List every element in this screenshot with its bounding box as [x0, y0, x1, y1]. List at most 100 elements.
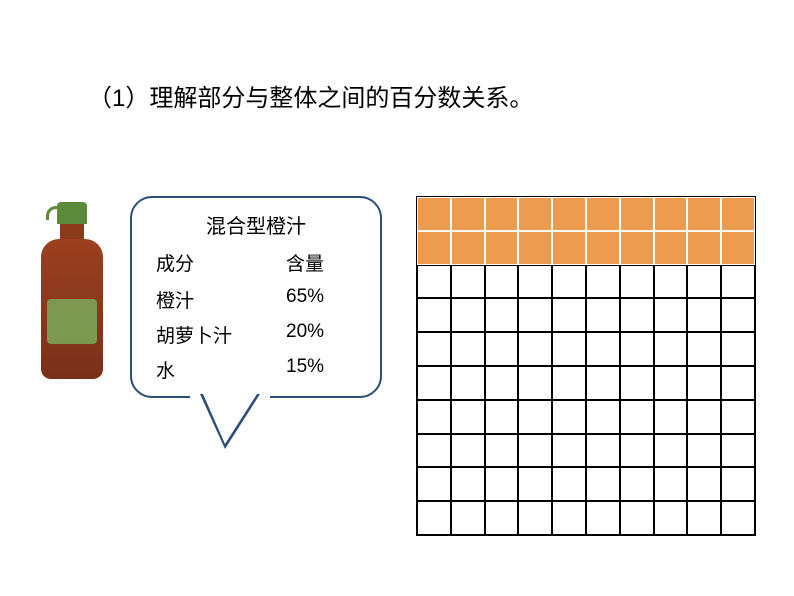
- grid-cell: [417, 501, 451, 535]
- grid-cell: [586, 400, 620, 434]
- grid-cell: [485, 298, 519, 332]
- grid-cell: [552, 501, 586, 535]
- grid-cell: [451, 467, 485, 501]
- grid-cell: [586, 265, 620, 299]
- grid-cell: [654, 400, 688, 434]
- grid-cell: [518, 467, 552, 501]
- grid-cell: [485, 501, 519, 535]
- grid-cell: [485, 231, 519, 265]
- grid-cell: [451, 501, 485, 535]
- percentage-grid: [416, 196, 756, 536]
- grid-cell: [586, 467, 620, 501]
- grid-cell: [552, 467, 586, 501]
- grid-cell: [654, 501, 688, 535]
- grid-cell: [518, 197, 552, 231]
- grid-cell: [620, 366, 654, 400]
- bottle-body: [41, 239, 103, 379]
- grid-cell: [687, 501, 721, 535]
- grid-cell: [586, 231, 620, 265]
- grid-cell: [451, 265, 485, 299]
- grid-cell: [451, 197, 485, 231]
- grid-cell: [518, 434, 552, 468]
- grid-cell: [721, 298, 755, 332]
- bottle-label: [47, 299, 97, 344]
- grid-cell: [552, 366, 586, 400]
- grid-cell: [654, 265, 688, 299]
- grid-cell: [620, 400, 654, 434]
- ingredient-name: 橙汁: [156, 286, 266, 313]
- grid-cell: [417, 366, 451, 400]
- grid-cell: [417, 231, 451, 265]
- grid-cell: [687, 434, 721, 468]
- grid-cell: [687, 467, 721, 501]
- ingredient-percentage: 65%: [286, 286, 356, 313]
- bottle-image: [28, 202, 116, 390]
- grid-cell: [451, 298, 485, 332]
- grid-cell: [417, 298, 451, 332]
- grid-cell: [518, 231, 552, 265]
- grid-cell: [687, 197, 721, 231]
- grid-cell: [552, 332, 586, 366]
- grid-cells: [416, 196, 756, 536]
- ingredients-table: 成分 含量 橙汁 65% 胡萝卜汁 20% 水 15%: [132, 249, 380, 383]
- grid-cell: [485, 467, 519, 501]
- grid-cell: [518, 298, 552, 332]
- grid-cell: [518, 332, 552, 366]
- grid-cell: [417, 434, 451, 468]
- grid-cell: [518, 400, 552, 434]
- header-ingredient: 成分: [156, 249, 266, 276]
- grid-cell: [620, 332, 654, 366]
- grid-cell: [586, 332, 620, 366]
- grid-cell: [620, 298, 654, 332]
- grid-cell: [721, 265, 755, 299]
- callout-title: 混合型橙汁: [132, 210, 380, 239]
- grid-cell: [721, 366, 755, 400]
- grid-cell: [654, 231, 688, 265]
- ingredient-percentage: 15%: [286, 356, 356, 383]
- header-percentage: 含量: [286, 249, 356, 276]
- grid-cell: [451, 231, 485, 265]
- grid-cell: [451, 366, 485, 400]
- grid-cell: [721, 197, 755, 231]
- grid-cell: [417, 400, 451, 434]
- grid-cell: [451, 434, 485, 468]
- grid-cell: [620, 434, 654, 468]
- grid-cell: [417, 467, 451, 501]
- grid-cell: [552, 231, 586, 265]
- ingredient-name: 胡萝卜汁: [156, 321, 266, 348]
- table-row: 胡萝卜汁 20%: [156, 321, 356, 348]
- grid-cell: [654, 434, 688, 468]
- grid-cell: [721, 231, 755, 265]
- grid-cell: [485, 265, 519, 299]
- grid-cell: [417, 332, 451, 366]
- grid-cell: [620, 467, 654, 501]
- grid-cell: [721, 501, 755, 535]
- bottle-handle: [46, 206, 66, 220]
- grid-cell: [654, 467, 688, 501]
- table-row: 橙汁 65%: [156, 286, 356, 313]
- grid-cell: [620, 265, 654, 299]
- grid-cell: [485, 434, 519, 468]
- grid-cell: [586, 366, 620, 400]
- grid-cell: [552, 400, 586, 434]
- grid-cell: [721, 434, 755, 468]
- grid-cell: [721, 332, 755, 366]
- grid-cell: [552, 197, 586, 231]
- page-title: （1）理解部分与整体之间的百分数关系。: [88, 78, 533, 113]
- grid-cell: [620, 197, 654, 231]
- ingredient-percentage: 20%: [286, 321, 356, 348]
- bottle-neck: [60, 224, 84, 239]
- grid-cell: [687, 332, 721, 366]
- ingredient-name: 水: [156, 356, 266, 383]
- table-row: 水 15%: [156, 356, 356, 383]
- grid-cell: [485, 366, 519, 400]
- grid-cell: [417, 197, 451, 231]
- grid-cell: [586, 197, 620, 231]
- grid-cell: [687, 298, 721, 332]
- grid-cell: [451, 332, 485, 366]
- grid-cell: [552, 265, 586, 299]
- grid-cell: [552, 298, 586, 332]
- grid-cell: [518, 265, 552, 299]
- grid-cell: [417, 265, 451, 299]
- grid-cell: [620, 501, 654, 535]
